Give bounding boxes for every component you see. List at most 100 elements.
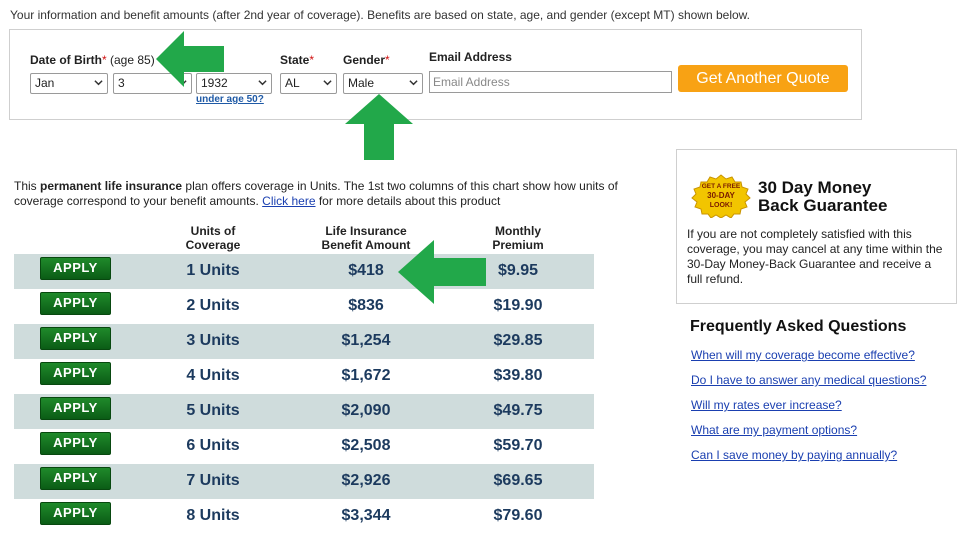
email-label: Email Address xyxy=(429,50,512,64)
premium-cell: $49.75 xyxy=(493,402,543,419)
chevron-down-icon xyxy=(409,80,418,86)
units-cell: 6 Units xyxy=(186,437,240,454)
header-premium-line2: Premium xyxy=(492,238,544,252)
units-cell: 3 Units xyxy=(186,332,240,349)
header-premium-line1: Monthly xyxy=(495,224,541,238)
benefit-cell: $418 xyxy=(348,262,384,279)
guarantee-text: If you are not completely satisfied with… xyxy=(687,227,943,286)
apply-button[interactable]: APPLY xyxy=(40,292,111,315)
table-row: APPLY 4 Units $1,672 $39.80 xyxy=(14,359,594,394)
gender-label-text: Gender xyxy=(343,53,386,67)
header-benefit-line2: Benefit Amount xyxy=(321,238,411,252)
free-look-badge-icon: GET A FREE 30-DAY LOOK! xyxy=(691,174,751,218)
apply-button[interactable]: APPLY xyxy=(40,502,111,525)
units-cell: 5 Units xyxy=(186,402,240,419)
benefit-cell: $3,344 xyxy=(341,507,391,524)
gender-value: Male xyxy=(348,76,375,90)
premium-cell: $29.85 xyxy=(493,332,543,349)
units-cell: 1 Units xyxy=(186,262,240,279)
arrow-up-icon xyxy=(345,94,413,160)
table-row: APPLY 3 Units $1,254 $29.85 xyxy=(14,324,594,359)
product-description: This permanent life insurance plan offer… xyxy=(14,179,654,209)
desc-text-3: for more details about this product xyxy=(315,194,501,208)
benefit-cell: $2,508 xyxy=(341,437,391,454)
required-mark: * xyxy=(385,53,390,67)
faq-link-rates-increase[interactable]: Will my rates ever increase? xyxy=(691,398,842,412)
benefit-cell: $1,672 xyxy=(341,367,391,384)
chevron-down-icon xyxy=(94,80,103,86)
apply-button[interactable]: APPLY xyxy=(40,327,111,350)
chevron-down-icon xyxy=(323,80,332,86)
desc-bold: permanent life insurance xyxy=(40,179,183,193)
header-units-line1: Units of xyxy=(190,224,236,238)
guarantee-title-line1: 30 Day Money xyxy=(758,178,872,197)
gender-select[interactable]: Male xyxy=(343,73,423,94)
dob-month-value: Jan xyxy=(35,76,55,90)
faq-link-medical-questions[interactable]: Do I have to answer any medical question… xyxy=(691,373,927,387)
badge-line-3: LOOK! xyxy=(710,202,733,209)
under-age-link[interactable]: under age 50? xyxy=(196,94,264,105)
units-cell: 8 Units xyxy=(186,507,240,524)
state-select[interactable]: AL xyxy=(280,73,337,94)
premium-cell: $59.70 xyxy=(493,437,543,454)
table-row: APPLY 2 Units $836 $19.90 xyxy=(14,289,594,324)
guarantee-title-line2: Back Guarantee xyxy=(758,196,888,215)
desc-text-2: plan offers coverage in Units. The 1st t… xyxy=(14,179,618,208)
state-label-text: State xyxy=(280,53,310,67)
units-cell: 2 Units xyxy=(186,297,240,314)
header-units: Units of Coverage xyxy=(158,224,268,252)
benefit-cell: $2,926 xyxy=(341,472,391,489)
table-row: APPLY 5 Units $2,090 $49.75 xyxy=(14,394,594,429)
get-another-quote-button[interactable]: Get Another Quote xyxy=(678,65,848,92)
badge-line-1: GET A FREE xyxy=(702,183,741,190)
apply-button[interactable]: APPLY xyxy=(40,257,111,280)
table-row: APPLY 7 Units $2,926 $69.65 xyxy=(14,464,594,499)
dob-year-value: 1932 xyxy=(201,76,228,90)
header-benefit: Life Insurance Benefit Amount xyxy=(303,224,429,252)
dob-month-select[interactable]: Jan xyxy=(30,73,108,94)
state-value: AL xyxy=(285,76,300,90)
premium-cell: $39.80 xyxy=(493,367,543,384)
required-mark: * xyxy=(102,53,107,67)
faq-title: Frequently Asked Questions xyxy=(690,318,907,335)
arrow-left-icon xyxy=(156,31,224,87)
intro-text: Your information and benefit amounts (af… xyxy=(10,8,750,22)
benefit-cell: $1,254 xyxy=(341,332,391,349)
desc-text-1: This xyxy=(14,179,41,193)
header-premium: Monthly Premium xyxy=(468,224,568,252)
email-field[interactable]: Email Address xyxy=(429,71,672,93)
benefit-cell: $2,090 xyxy=(341,402,391,419)
premium-cell: $69.65 xyxy=(493,472,543,489)
details-link[interactable]: Click here xyxy=(262,194,316,208)
faq-link-pay-annually[interactable]: Can I save money by paying annually? xyxy=(691,448,898,462)
arrow-left-icon xyxy=(398,240,486,304)
chevron-down-icon xyxy=(258,80,267,86)
dob-label: Date of Birth* (age 85) xyxy=(30,53,155,67)
units-cell: 7 Units xyxy=(186,472,240,489)
dob-day-select[interactable]: 3 xyxy=(113,73,192,94)
faq-link-coverage-effective[interactable]: When will my coverage become effective? xyxy=(691,348,915,362)
premium-cell: $79.60 xyxy=(493,507,543,524)
apply-button[interactable]: APPLY xyxy=(40,432,111,455)
state-label: State* xyxy=(280,53,314,67)
table-row: APPLY 8 Units $3,344 $79.60 xyxy=(14,499,594,534)
gender-label: Gender* xyxy=(343,53,390,67)
faq-link-payment-options[interactable]: What are my payment options? xyxy=(691,423,858,437)
dob-day-value: 3 xyxy=(118,76,125,90)
premium-cell: $9.95 xyxy=(497,262,539,279)
required-mark: * xyxy=(309,53,315,67)
apply-button[interactable]: APPLY xyxy=(40,467,111,490)
apply-button[interactable]: APPLY xyxy=(40,362,111,385)
header-units-line2: Coverage xyxy=(185,238,241,252)
apply-button[interactable]: APPLY xyxy=(40,397,111,420)
benefit-cell: $836 xyxy=(348,297,384,314)
header-benefit-line1: Life Insurance xyxy=(325,224,407,238)
premium-cell: $19.90 xyxy=(493,297,543,314)
badge-line-2: 30-DAY xyxy=(707,191,735,200)
table-row: APPLY 1 Units $418 $9.95 xyxy=(14,254,594,289)
money-back-guarantee-box xyxy=(676,149,957,304)
units-cell: 4 Units xyxy=(186,367,240,384)
dob-year-select[interactable]: 1932 xyxy=(196,73,272,94)
dob-label-text: Date of Birth xyxy=(30,53,102,67)
age-note: (age 85) xyxy=(110,53,155,67)
